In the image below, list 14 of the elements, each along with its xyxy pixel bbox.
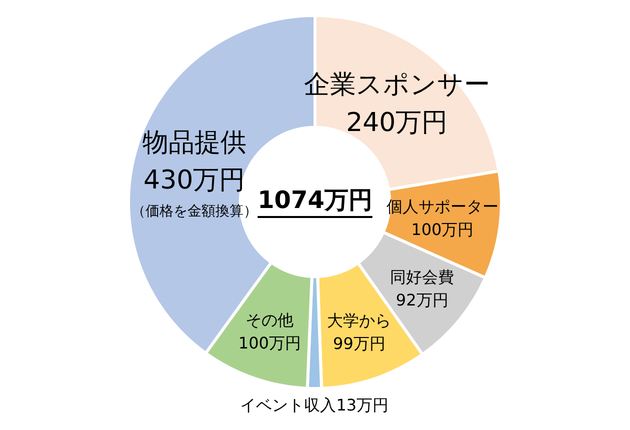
data-label: 100万円 bbox=[411, 220, 474, 240]
data-label: 92万円 bbox=[396, 290, 448, 310]
slice-label: 同好会費 bbox=[390, 267, 454, 286]
text: 1074万円 bbox=[258, 186, 372, 214]
text: （価格を金額換算） bbox=[131, 203, 258, 220]
data-label: 240万円 bbox=[346, 108, 448, 138]
data-label: 99万円 bbox=[333, 334, 386, 354]
slice-label: イベント収入13万円 bbox=[240, 396, 389, 415]
data-label: 100万円 bbox=[238, 334, 301, 353]
data-label: 430万円 bbox=[144, 166, 246, 196]
slice-label: 大学から bbox=[327, 310, 392, 330]
slice-label: 企業スポンサー bbox=[304, 70, 490, 100]
slice-label: 物品提供 bbox=[142, 128, 246, 158]
slice-label: その他 bbox=[246, 310, 294, 330]
